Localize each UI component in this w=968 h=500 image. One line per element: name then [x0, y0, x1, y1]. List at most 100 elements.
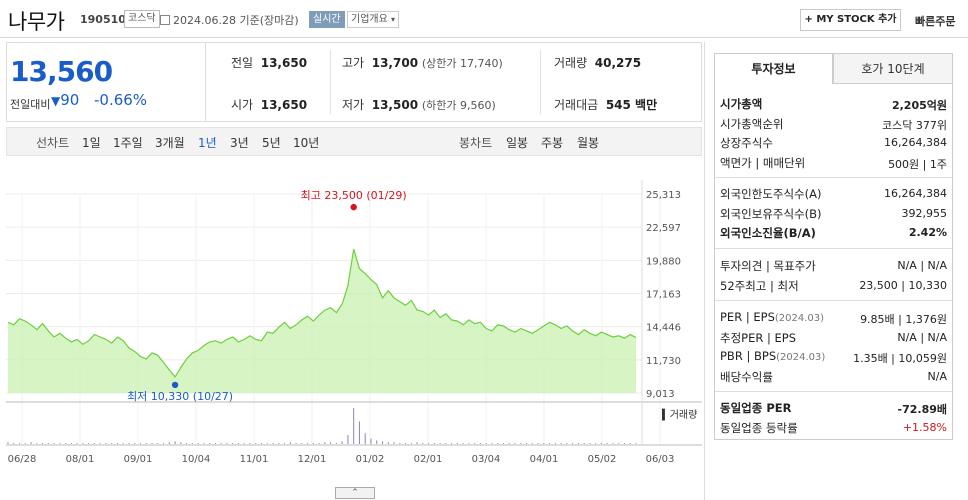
info-value: 23,500 | 10,330	[859, 278, 947, 292]
volume-bar	[428, 443, 430, 444]
volume-bar	[111, 443, 113, 444]
volume-bar	[266, 443, 268, 444]
x-tick-label: 06/03	[646, 454, 675, 465]
y-tick-label: 17,163	[646, 290, 681, 301]
volume-bar	[226, 443, 228, 444]
price-stats	[205, 42, 702, 122]
volume-bar	[341, 441, 343, 444]
volume-bar	[451, 443, 453, 444]
info-label: PER | EPS(2024.03)	[720, 310, 825, 324]
candle-weekly[interactable]: 주봉	[541, 136, 564, 150]
candle-monthly[interactable]: 월봉	[577, 136, 600, 150]
volume-bar	[76, 443, 78, 444]
volume-bar	[595, 443, 597, 444]
period-1w[interactable]: 1주일	[113, 136, 143, 150]
chart-collapse-toggle[interactable]: ⌃	[335, 487, 375, 499]
candle-daily[interactable]: 일봉	[506, 136, 529, 150]
stat-high: 고가 13,700 (상한가 17,740)	[342, 56, 503, 70]
volume-bar	[370, 438, 372, 444]
volume-bar	[289, 442, 291, 444]
x-tick-label: 06/28	[8, 454, 37, 465]
info-label: 동일업종 등락률	[720, 420, 798, 435]
volume-bar	[618, 443, 620, 444]
info-value: 500원 | 1주	[888, 157, 947, 171]
info-label: 추정PER | EPS	[720, 330, 797, 345]
info-label: 외국인소진율(B/A)	[720, 226, 816, 240]
change-percent: -0.66%	[94, 91, 148, 109]
info-label: 동일업종 PER	[720, 401, 792, 415]
stat-open: 시가 13,650	[231, 98, 308, 112]
volume-bar	[330, 442, 332, 444]
volume-bar	[243, 443, 245, 444]
period-1d[interactable]: 1일	[82, 136, 101, 150]
info-label: 액면가 | 매매단위	[720, 155, 806, 170]
volume-bar	[537, 443, 539, 444]
info-label: 배당수익률	[720, 369, 773, 384]
info-value: N/A | N/A	[897, 259, 947, 272]
volume-bar	[577, 443, 579, 444]
price-chart[interactable]: 25,313 22,597 19,880 17,163 14,446 11,730 9,01…	[6, 160, 702, 490]
volume-bar	[606, 443, 608, 444]
volume-bar	[249, 443, 251, 444]
volume-bar	[623, 443, 625, 444]
volume-bar	[237, 443, 239, 444]
tab-quote-10[interactable]: 호가 10단계	[833, 53, 953, 84]
low-label: 최저 10,330 (10/27)	[127, 390, 233, 403]
realtime-button[interactable]: 실시간	[309, 11, 345, 28]
volume-bar	[220, 443, 222, 444]
price-line	[7, 248, 637, 378]
y-tick-label: 14,446	[646, 323, 681, 334]
volume-bar	[335, 443, 337, 444]
volume-bar	[307, 443, 309, 444]
volume-bar	[531, 443, 533, 444]
info-separator	[715, 247, 952, 249]
period-10y[interactable]: 10년	[293, 136, 320, 150]
current-price: 13,560	[10, 55, 113, 88]
side-panel	[704, 42, 968, 500]
stat-volume: 거래량 40,275	[554, 56, 642, 70]
period-5y[interactable]: 5년	[262, 136, 281, 150]
investment-info-panel	[714, 84, 953, 440]
quick-order-button[interactable]: 빠른주문	[915, 15, 956, 28]
period-3m[interactable]: 3개월	[155, 136, 185, 150]
volume-bar	[514, 443, 516, 444]
corp-info-dropdown[interactable]: 기업개요 ▾	[347, 11, 400, 28]
x-tick-label: 05/02	[588, 454, 617, 465]
my-stock-add-button[interactable]: + MY STOCK 추가	[800, 9, 901, 31]
volume-bar	[318, 443, 320, 444]
volume-bar	[301, 443, 303, 444]
volume-bar	[232, 443, 234, 444]
stock-header	[0, 0, 968, 38]
period-3y[interactable]: 3년	[230, 136, 249, 150]
divider	[540, 50, 541, 114]
volume-bar	[376, 440, 378, 444]
volume-bar	[566, 443, 568, 444]
volume-bar	[410, 443, 412, 444]
x-tick-label: 11/01	[240, 454, 269, 465]
volume-bar	[151, 443, 153, 444]
info-label: 시가총액순위	[720, 116, 784, 131]
stat-amount: 거래대금 545 백만	[554, 98, 658, 112]
period-1y[interactable]: 1년	[198, 136, 217, 150]
volume-bar	[261, 443, 263, 444]
volume-bar	[462, 443, 464, 444]
calendar-icon	[160, 15, 170, 25]
stock-code: 190510	[80, 13, 126, 26]
info-label: PBR | BPS(2024.03)	[720, 349, 826, 363]
y-tick-label: 25,313	[646, 190, 681, 201]
volume-bar	[485, 443, 487, 444]
info-label: 외국인한도주식수(A)	[720, 187, 822, 201]
volume-bar	[479, 443, 481, 444]
volume-bar	[255, 443, 257, 444]
tab-investment-info[interactable]: 투자정보	[714, 53, 833, 84]
info-value: 2.42%	[908, 226, 947, 239]
volume-bar	[105, 443, 107, 444]
volume-bar	[554, 443, 556, 444]
volume-bar	[140, 443, 142, 444]
volume-bar	[145, 443, 147, 444]
high-marker	[350, 203, 357, 211]
x-axis-labels: 06/28 08/01 09/01 10/04 11/01 12/01 01/02 02/01…	[8, 454, 675, 465]
volume-bar	[312, 443, 314, 444]
volume-bar	[278, 443, 280, 444]
volume-bar	[474, 443, 476, 444]
